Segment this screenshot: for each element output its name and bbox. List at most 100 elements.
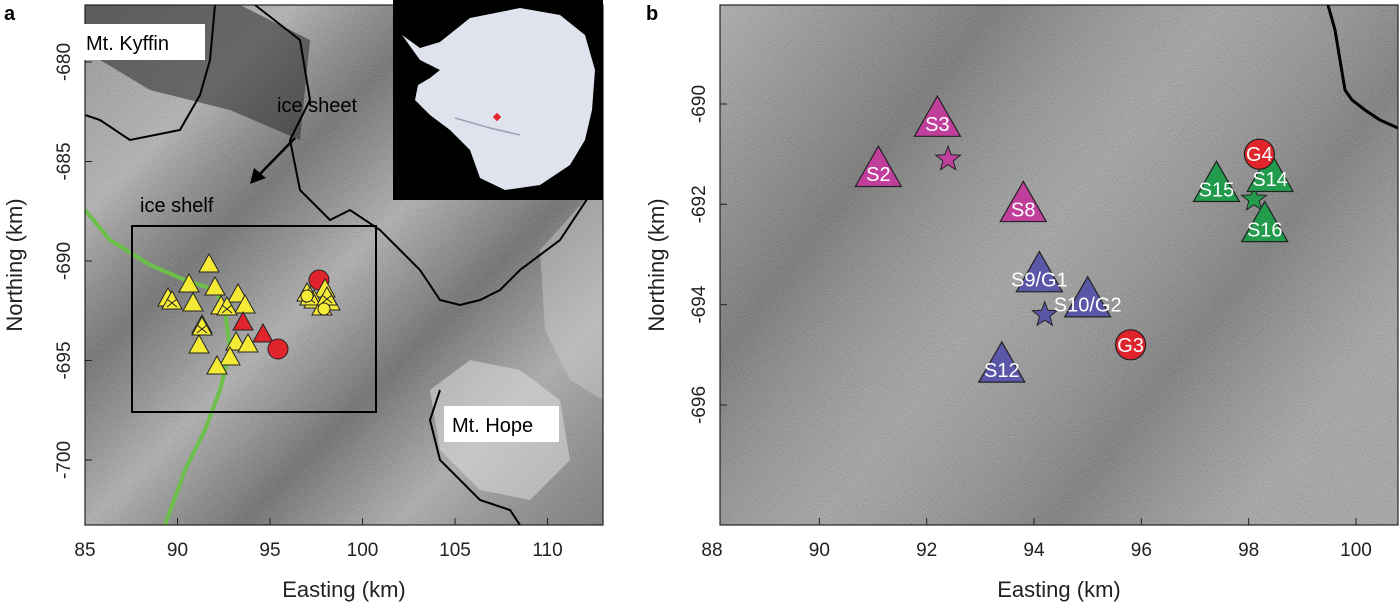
site-label: S10/G2 <box>1054 295 1122 317</box>
x-tick-label: 85 <box>74 540 95 561</box>
mt-hope-label-box <box>444 406 559 442</box>
gps-label: G3 <box>1117 335 1144 357</box>
y-tick-label: -700 <box>54 441 75 479</box>
site-label: S14 <box>1252 169 1288 191</box>
site-label: S9/G1 <box>1011 270 1068 292</box>
panel-b-map: S3 S2 S8 S9/G1 S10/G2 S12 S15 S14 S16 G4 G3 <box>720 5 1398 525</box>
x-tick-label: 105 <box>439 540 471 561</box>
mt-hope-label: Mt. Hope <box>452 415 533 437</box>
marker-cross <box>221 304 233 314</box>
site-triangle-s15 <box>1192 160 1241 203</box>
ice-shelf-label: ice shelf <box>140 195 214 217</box>
right-rock-outcrop <box>540 180 603 400</box>
panel-b: b S3 S2 S8 S9/G1 S10/G2 S12 S15 S14 S16 G4 G3 88 90… <box>644 3 1399 602</box>
panel-b-frame <box>719 4 1399 526</box>
coast-line-b <box>1326 5 1398 130</box>
x-tick-label: 98 <box>1238 540 1259 561</box>
site-triangle-s16 <box>1240 200 1289 243</box>
transantarctic-mountains <box>454 117 521 136</box>
site-triangle-marker <box>227 282 249 303</box>
flow-arrow-line <box>257 137 296 177</box>
site-triangle-marker <box>237 332 259 353</box>
y-tick-label: -694 <box>689 285 710 323</box>
site-label: S3 <box>925 114 949 136</box>
y-tick-label: -680 <box>54 43 75 81</box>
site-circle-marker <box>317 302 331 316</box>
mt-kyffin-label: Mt. Kyffin <box>86 33 169 55</box>
site-triangle-marker <box>252 322 274 343</box>
marker-cross <box>196 324 208 334</box>
site-triangle-marker <box>232 310 254 331</box>
x-tick-label: 90 <box>167 540 188 561</box>
gps-label: G4 <box>1246 144 1273 166</box>
panel-a-xlabel: Easting (km) <box>282 577 405 602</box>
site-label: S2 <box>866 164 890 186</box>
panel-a-frame <box>84 4 604 526</box>
site-label: S15 <box>1199 179 1235 201</box>
site-triangle-marker <box>182 291 204 312</box>
x-tick-label: 110 <box>532 540 562 561</box>
x-tick-label: 94 <box>1023 540 1045 561</box>
y-tick-label: -692 <box>689 185 710 223</box>
site-triangle-marker <box>198 252 220 273</box>
site-triangle-marker <box>188 333 210 354</box>
site-triangle-s12 <box>977 340 1026 383</box>
panel-b-x-axis: 88 90 92 94 96 98 100 Easting (km) <box>701 518 1372 602</box>
antarctica-landmass <box>402 8 595 190</box>
panel-b-y-axis: -690 -692 -694 -696 Northing (km) <box>644 85 727 424</box>
site-centroid-star <box>1031 300 1059 327</box>
x-tick-label: 95 <box>259 540 280 561</box>
y-tick-label: -690 <box>54 242 75 280</box>
site-triangle-marker <box>191 315 213 336</box>
site-triangle-marker <box>161 289 183 310</box>
panel-a-markers <box>157 252 341 375</box>
panel-a-letter: a <box>4 3 16 25</box>
site-triangle-s3 <box>913 94 962 137</box>
y-tick-label: -690 <box>689 85 710 123</box>
y-tick-label: -696 <box>689 386 710 424</box>
site-triangle-s10-g2 <box>1063 275 1112 318</box>
x-tick-label: 100 <box>1340 540 1372 561</box>
x-tick-label: 88 <box>701 540 722 561</box>
coast-line-3 <box>428 389 521 525</box>
x-tick-label: 96 <box>1131 540 1152 561</box>
site-triangle-s2 <box>854 145 903 188</box>
gps-circle-g4 <box>1243 138 1276 170</box>
site-circle-marker <box>300 289 314 303</box>
coast-line-1 <box>85 5 216 142</box>
site-triangle-marker <box>216 295 238 316</box>
panel-b-ylabel: Northing (km) <box>644 198 669 331</box>
panel-a: a Mt. Kyffin <box>2 0 604 602</box>
panel-b-letter: b <box>646 3 658 25</box>
antarctica-inset <box>393 0 603 200</box>
site-label: S16 <box>1247 219 1283 241</box>
mt-kyffin-label-box <box>80 24 205 60</box>
flow-arrow-head <box>250 168 266 184</box>
study-site-marker <box>492 112 502 122</box>
site-triangle-s14 <box>1246 150 1295 193</box>
study-area-box <box>131 225 377 413</box>
gps-circle-g3 <box>1114 329 1147 361</box>
panel-a-ylabel: Northing (km) <box>2 198 27 331</box>
marker-cross <box>321 294 333 304</box>
ice-flow-streaks-b <box>720 5 1398 525</box>
y-tick-label: -695 <box>54 341 75 379</box>
coast-line-2 <box>254 5 603 307</box>
x-tick-label: 100 <box>347 540 379 561</box>
site-centroid-star <box>1240 184 1268 211</box>
site-centroid-star <box>934 144 962 171</box>
site-triangle-marker <box>206 354 228 375</box>
site-triangle-marker <box>225 330 247 351</box>
gps-circle-marker <box>267 338 289 360</box>
marker-cross <box>166 298 178 308</box>
site-label: S12 <box>984 360 1020 382</box>
x-tick-label: 92 <box>916 540 937 561</box>
panel-b-markers: S3 S2 S8 S9/G1 S10/G2 S12 S15 S14 S16 G4 G3 <box>854 94 1295 383</box>
site-triangle-marker <box>178 272 200 293</box>
panel-b-xlabel: Easting (km) <box>997 577 1120 602</box>
site-triangle-marker <box>219 345 241 366</box>
panel-a-y-axis: -680 -685 -690 -695 -700 Northing (km) <box>2 43 92 479</box>
site-triangle-marker <box>204 275 226 296</box>
x-tick-label: 90 <box>809 540 830 561</box>
site-triangle-s8 <box>999 180 1048 223</box>
